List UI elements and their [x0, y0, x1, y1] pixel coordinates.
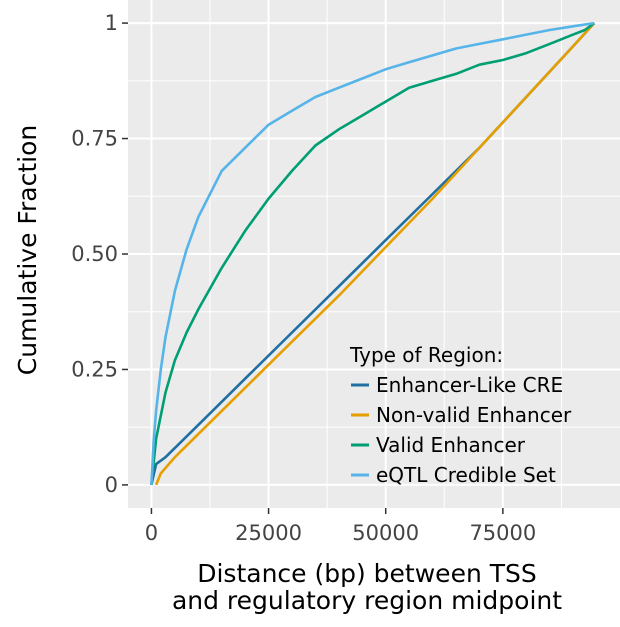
- legend-label-0: Enhancer-Like CRE: [376, 373, 563, 397]
- legend-label-3: eQTL Credible Set: [376, 463, 556, 487]
- y-tick-label: 0.25: [71, 357, 118, 381]
- legend-items: Enhancer-Like CRE Non-valid Enhancer Valid…: [351, 373, 572, 487]
- y-axis: 0 0.25 0.50 0.75 1: [71, 11, 128, 497]
- y-tick-label: 0.50: [71, 242, 118, 266]
- x-tick-label: 75000: [469, 521, 536, 545]
- x-axis-title-line-2: and regulatory region midpoint: [172, 586, 562, 615]
- major-grid: [128, 0, 620, 508]
- x-axis-title-line-1: Distance (bp) between TSS: [197, 559, 537, 588]
- x-axis: 0 25000 50000 75000: [145, 508, 536, 545]
- series-line-1: [154, 22, 596, 486]
- legend-label-1: Non-valid Enhancer: [376, 403, 572, 427]
- x-tick-label: 50000: [352, 521, 419, 545]
- x-tick-label: 25000: [235, 521, 302, 545]
- series-line-3: [150, 21, 595, 485]
- x-tick-label: 0: [145, 521, 158, 545]
- legend-title: Type of Region:: [349, 343, 503, 367]
- series-lines: [150, 21, 596, 486]
- series-line-2: [150, 22, 595, 486]
- legend: Type of Region: Enhancer-Like CRE Non-val…: [349, 343, 572, 487]
- y-tick-label: 0: [105, 473, 118, 497]
- legend-label-2: Valid Enhancer: [376, 433, 526, 457]
- y-axis-title: Cumulative Fraction: [13, 125, 42, 375]
- y-tick-label: 0.75: [71, 127, 118, 151]
- y-tick-label: 1: [105, 11, 118, 35]
